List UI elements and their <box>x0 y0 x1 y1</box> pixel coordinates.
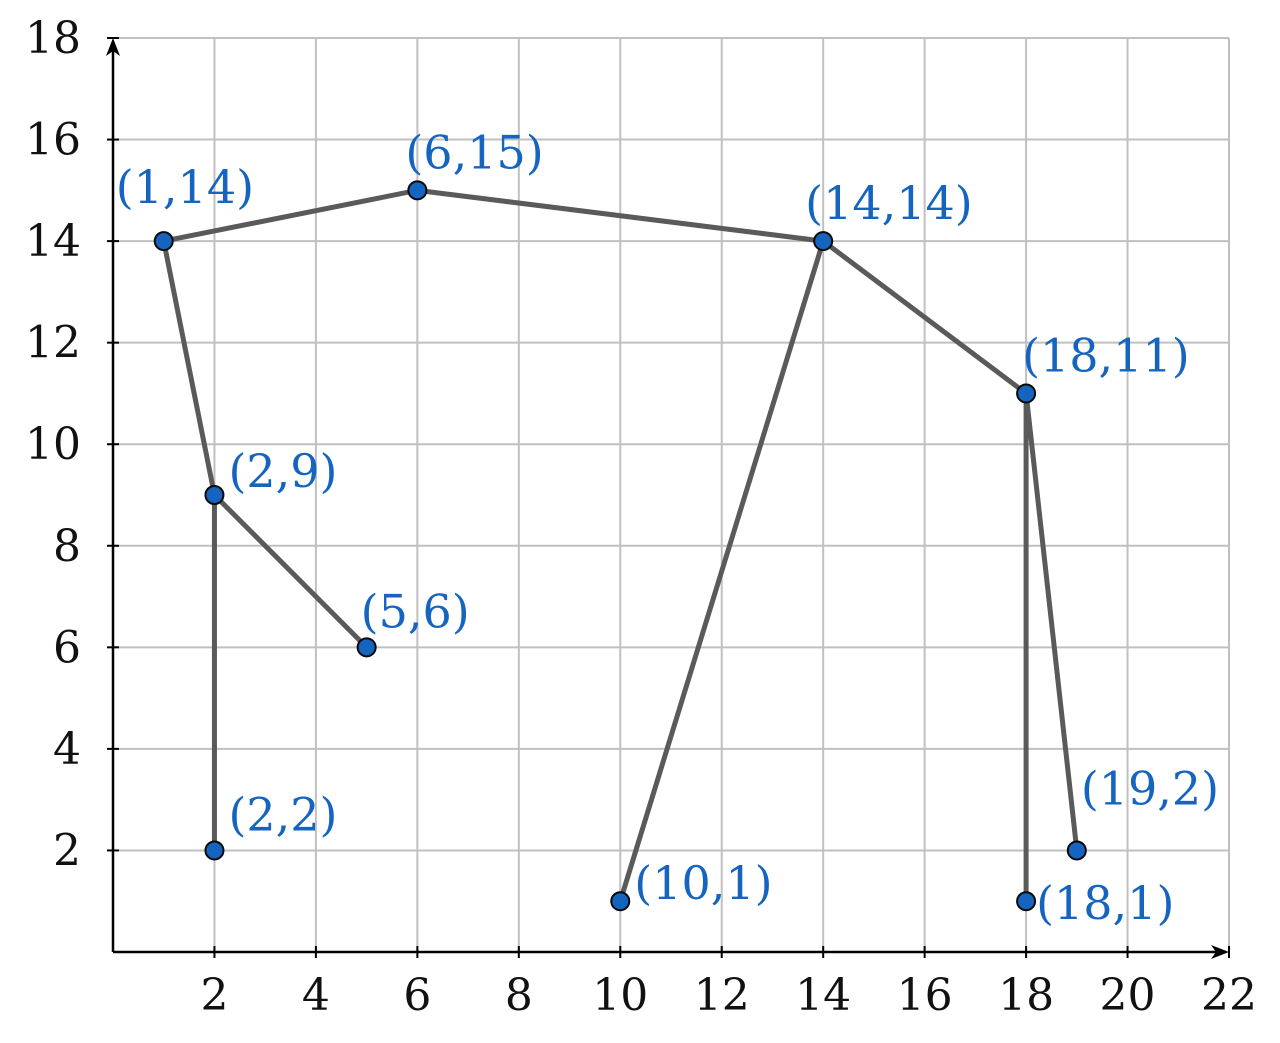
data-point <box>153 231 174 252</box>
data-point <box>610 891 631 912</box>
x-tick-label: 4 <box>302 970 330 1021</box>
y-tick-label: 6 <box>53 622 81 673</box>
x-tick-label: 16 <box>897 970 953 1021</box>
axes <box>106 38 1229 959</box>
edge-line <box>1023 390 1080 853</box>
point-label: (1,14) <box>116 160 254 214</box>
y-tick-label: 8 <box>53 521 81 572</box>
data-point <box>204 840 225 861</box>
y-tick-label: 2 <box>53 825 81 876</box>
y-tick-label: 12 <box>25 318 81 369</box>
x-axis-arrow <box>1211 945 1229 959</box>
point-label: (10,1) <box>634 856 772 910</box>
x-tick-label: 10 <box>592 970 648 1021</box>
edge-line <box>414 187 826 244</box>
data-point <box>813 231 834 252</box>
point-label: (5,6) <box>361 584 470 638</box>
point-label: (18,11) <box>1022 328 1190 382</box>
points <box>153 180 1087 912</box>
x-tick-label: 6 <box>403 970 431 1021</box>
edge-line <box>617 238 826 904</box>
x-tick-label: 22 <box>1201 970 1257 1021</box>
point-label: (2,2) <box>228 787 337 841</box>
edge-line <box>820 238 1029 396</box>
point-label: (2,9) <box>228 444 337 498</box>
x-tick-label: 20 <box>1100 970 1156 1021</box>
point-label: (14,14) <box>805 176 973 230</box>
x-tick-label: 18 <box>998 970 1054 1021</box>
y-tick-label: 18 <box>25 13 81 64</box>
data-point <box>1066 840 1087 861</box>
x-tick-label: 14 <box>795 970 851 1021</box>
data-point <box>1016 891 1037 912</box>
y-tick-label: 16 <box>25 115 81 166</box>
edge-line <box>161 187 420 244</box>
point-label: (19,2) <box>1081 761 1219 815</box>
edge-line <box>161 238 217 498</box>
data-point <box>356 637 377 658</box>
data-point <box>204 485 225 505</box>
data-point <box>1016 383 1037 404</box>
y-axis-arrow <box>106 38 120 56</box>
edges <box>161 187 1080 904</box>
point-label: (18,1) <box>1036 876 1174 930</box>
x-tick-label: 2 <box>200 970 228 1021</box>
x-tick-label: 8 <box>505 970 533 1021</box>
grid <box>113 37 1230 952</box>
point-labels: (1,14) (6,15) (14,14) (18,11) (2,9) (5,6) (2,2… <box>116 125 1219 930</box>
data-point <box>407 180 428 201</box>
y-tick-label: 10 <box>25 419 81 470</box>
edge-line <box>211 492 370 650</box>
x-tick-label: 12 <box>694 970 750 1021</box>
y-tick-label: 14 <box>25 216 81 267</box>
point-label: (6,15) <box>405 125 543 179</box>
y-tick-label: 4 <box>53 724 81 775</box>
